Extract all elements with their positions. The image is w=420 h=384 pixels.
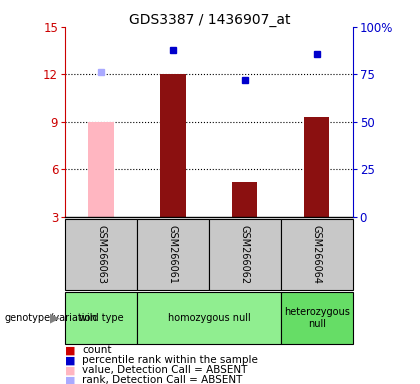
Text: ■: ■ [65, 365, 76, 375]
Text: GSM266064: GSM266064 [312, 225, 322, 284]
Bar [281, 219, 353, 290]
Text: GDS3387 / 1436907_at: GDS3387 / 1436907_at [129, 13, 291, 27]
Text: GSM266061: GSM266061 [168, 225, 178, 284]
Bar [209, 219, 281, 290]
Text: wild type: wild type [79, 313, 123, 323]
Text: homozygous null: homozygous null [168, 313, 250, 323]
Text: GSM266062: GSM266062 [240, 225, 250, 284]
Text: GSM266063: GSM266063 [96, 225, 106, 284]
Text: ■: ■ [65, 375, 76, 384]
Bar [65, 292, 137, 344]
Text: count: count [82, 345, 111, 355]
Bar [137, 292, 281, 344]
Text: percentile rank within the sample: percentile rank within the sample [82, 355, 258, 365]
Text: value, Detection Call = ABSENT: value, Detection Call = ABSENT [82, 365, 247, 375]
Bar [304, 117, 329, 217]
Text: genotype/variation: genotype/variation [4, 313, 97, 323]
Bar [137, 219, 209, 290]
Bar [160, 74, 186, 217]
Bar [89, 122, 114, 217]
Text: rank, Detection Call = ABSENT: rank, Detection Call = ABSENT [82, 375, 242, 384]
Text: ■: ■ [65, 355, 76, 365]
Bar [232, 182, 257, 217]
Text: ■: ■ [65, 345, 76, 355]
Text: ▶: ▶ [50, 311, 59, 324]
Text: heterozygous
null: heterozygous null [284, 307, 350, 329]
Bar [281, 292, 353, 344]
Bar [65, 219, 137, 290]
